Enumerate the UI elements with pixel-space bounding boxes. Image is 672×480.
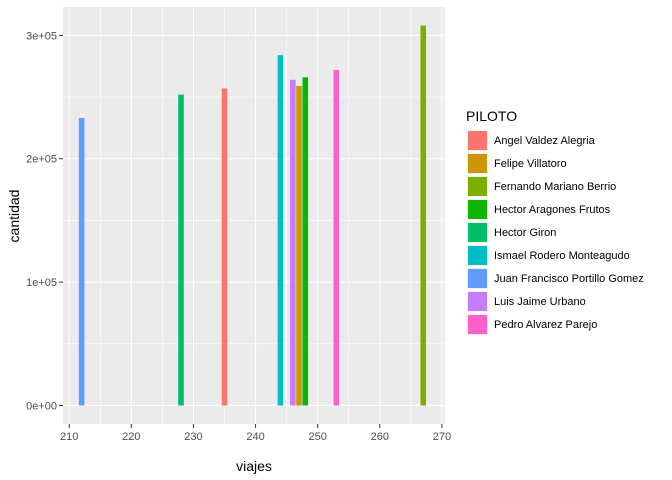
y-axis-ticks: 0e+00 1e+05 2e+05 3e+05 [26, 30, 63, 412]
legend-label: Ismael Rodero Monteagudo [494, 250, 630, 262]
legend-label: Felipe Villatoro [494, 158, 567, 170]
legend: PILOTO Angel Valdez Alegria Felipe Villat… [466, 108, 644, 335]
y-tick-label: 0e+00 [26, 400, 57, 412]
x-tick-label: 220 [122, 431, 140, 443]
x-axis-title: viajes [236, 458, 272, 474]
legend-key-swatch [468, 223, 487, 242]
legend-label: Luis Jaime Urbano [494, 296, 586, 308]
y-tick-label: 3e+05 [26, 30, 57, 42]
y-tick-label: 2e+05 [26, 154, 57, 166]
legend-key-swatch [468, 154, 487, 173]
bar-2 [420, 25, 427, 406]
bar-6 [78, 118, 85, 406]
x-tick-label: 260 [371, 431, 389, 443]
legend-key-swatch [468, 246, 487, 265]
x-tick-label: 210 [60, 431, 78, 443]
bar-8 [333, 69, 340, 406]
legend-label: Hector Aragones Frutos [494, 204, 611, 216]
legend-key-swatch [468, 131, 487, 150]
legend-label: Angel Valdez Alegria [494, 135, 596, 147]
bar-7 [290, 79, 296, 406]
legend-key-swatch [468, 269, 487, 288]
legend-key-swatch [468, 292, 487, 311]
legend-key-swatch [468, 200, 487, 219]
y-tick-label: 1e+05 [26, 277, 57, 289]
legend-label: Fernando Mariano Berrio [494, 181, 616, 193]
bar-1 [296, 85, 302, 406]
x-axis-ticks: 210 220 230 240 250 260 270 [60, 424, 451, 443]
bar-4 [178, 94, 184, 406]
legend-label: Hector Giron [494, 227, 556, 239]
x-tick-label: 250 [308, 431, 326, 443]
legend-label: Pedro Alvarez Parejo [494, 319, 597, 331]
x-tick-label: 230 [184, 431, 202, 443]
grid [63, 7, 445, 424]
bar-3 [302, 77, 309, 406]
bar-5 [277, 55, 284, 406]
y-axis-title: cantidad [6, 190, 22, 243]
x-tick-label: 270 [433, 431, 451, 443]
legend-key-swatch [468, 177, 487, 196]
bar-0 [221, 88, 228, 406]
legend-label: Juan Francisco Portillo Gomez [494, 273, 644, 285]
legend-title: PILOTO [466, 108, 517, 124]
x-tick-label: 240 [246, 431, 264, 443]
bars [78, 25, 427, 406]
legend-key-swatch [468, 315, 487, 334]
panel-background [63, 7, 445, 424]
